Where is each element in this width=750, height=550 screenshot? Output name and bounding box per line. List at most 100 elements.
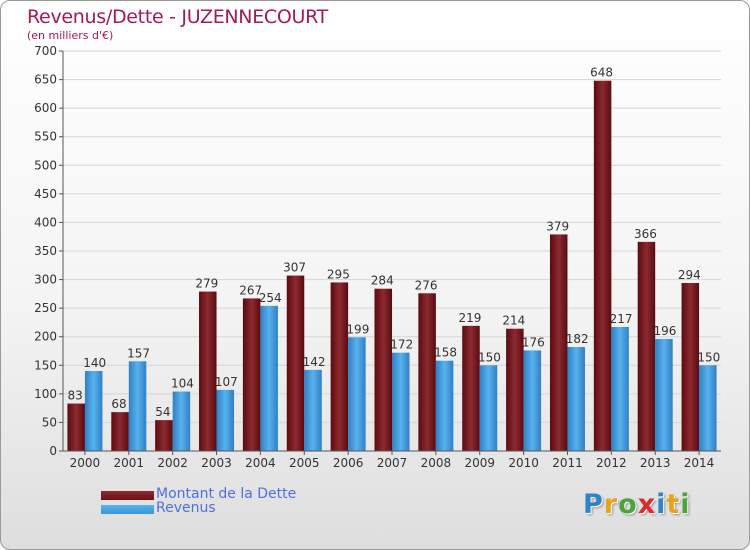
data-label-dette: 68	[111, 397, 126, 411]
y-tick-label: 600	[34, 101, 57, 115]
data-label-dette: 219	[459, 311, 482, 325]
bar-revenus	[523, 350, 542, 451]
data-label-revenus: 172	[390, 338, 413, 352]
bar-dette	[593, 80, 612, 451]
x-tick-label: 2003	[201, 456, 232, 470]
data-label-dette: 54	[155, 405, 170, 419]
logo-letter: i	[656, 489, 667, 520]
data-label-dette: 379	[546, 219, 569, 233]
data-label-dette: 279	[195, 277, 218, 291]
legend-label-debt: Montant de la Dette	[156, 486, 297, 502]
data-label-revenus: 150	[697, 350, 720, 364]
x-tick-label: 2000	[70, 456, 101, 470]
y-tick-label: 450	[34, 187, 57, 201]
bar-revenus	[611, 327, 629, 451]
logo-letter: i	[680, 489, 691, 520]
bar-dette	[286, 275, 305, 451]
y-tick-label: 650	[34, 73, 57, 87]
bar-dette	[681, 283, 700, 451]
bar-revenus	[699, 365, 717, 451]
bar-revenus	[479, 365, 498, 451]
x-tick-label: 2004	[245, 456, 276, 470]
x-tick-label: 2007	[377, 456, 408, 470]
x-tick-label: 2001	[114, 456, 145, 470]
x-tick-label: 2013	[640, 456, 671, 470]
y-tick-label: 700	[34, 44, 57, 58]
bar-dette	[549, 234, 568, 451]
bar-revenus	[216, 389, 235, 451]
legend-swatch-revenus	[101, 505, 154, 514]
y-tick-label: 400	[34, 215, 57, 229]
x-tick-label: 2006	[333, 456, 364, 470]
bar-revenus	[567, 347, 585, 451]
x-tick-label: 2009	[464, 456, 495, 470]
y-tick-label: 550	[34, 130, 57, 144]
y-tick-label: 500	[34, 158, 57, 172]
x-tick-label: 2011	[552, 456, 583, 470]
x-tick-label: 2014	[684, 456, 715, 470]
y-tick-label: 350	[34, 244, 57, 258]
y-tick-label: 250	[34, 301, 57, 315]
data-label-revenus: 150	[478, 350, 501, 364]
data-label-revenus: 104	[171, 377, 194, 391]
data-label-revenus: 182	[566, 332, 589, 346]
bar-dette	[637, 241, 656, 451]
y-tick-label: 300	[34, 273, 57, 287]
chart-subtitle: (en milliers d'€)	[27, 29, 114, 42]
data-label-revenus: 217	[610, 312, 633, 326]
bar-revenus	[128, 361, 147, 451]
x-tick-label: 2012	[596, 456, 627, 470]
logo-letter: r	[603, 489, 619, 520]
data-label-revenus: 176	[522, 335, 545, 349]
data-label-revenus: 107	[215, 375, 238, 389]
x-axis-ticks: 2000 2001 2002 2003 2004 2005 2006 2007 2008 2009…	[70, 451, 715, 470]
data-label-revenus: 140	[83, 356, 106, 370]
y-tick-label: 100	[34, 387, 57, 401]
bar-dette	[155, 420, 173, 451]
bar-dette	[330, 282, 349, 451]
bar-dette	[374, 288, 392, 451]
x-tick-label: 2010	[508, 456, 539, 470]
x-tick-label: 2002	[157, 456, 188, 470]
data-label-dette: 307	[283, 261, 306, 275]
bar-dette	[418, 293, 436, 451]
bar-dette	[67, 403, 85, 451]
y-axis-ticks: 0 50 100 150 200 250 300 350 400 450 500 550 600 650 7…	[34, 44, 63, 458]
bar-revenus	[435, 360, 454, 451]
logo-letter: x	[637, 489, 657, 520]
proxiti-logo: Proxiti	[583, 489, 691, 520]
bar-dette	[111, 412, 129, 451]
data-label-revenus: 157	[127, 346, 150, 360]
data-label-revenus: 254	[259, 291, 282, 305]
data-label-dette: 648	[590, 66, 613, 80]
data-label-dette: 214	[502, 314, 525, 328]
bars	[67, 80, 717, 451]
bar-revenus	[348, 337, 366, 451]
y-tick-label: 150	[34, 358, 57, 372]
bar-revenus	[304, 369, 322, 451]
data-label-dette: 276	[415, 278, 438, 292]
legend-label-revenus: Revenus	[156, 500, 216, 516]
data-label-dette: 284	[371, 274, 394, 288]
data-label-dette: 83	[68, 389, 83, 403]
chart-title: Revenus/Dette - JUZENNECOURT	[27, 6, 328, 28]
data-label-revenus: 196	[653, 324, 676, 338]
logo-letter: t	[666, 489, 681, 520]
y-tick-label: 0	[49, 444, 57, 458]
bar-dette	[462, 325, 480, 451]
x-tick-label: 2005	[289, 456, 320, 470]
data-label-dette: 366	[634, 227, 657, 241]
data-label-revenus: 199	[346, 322, 369, 336]
logo-letter: P	[583, 489, 604, 520]
axes	[62, 51, 721, 452]
bar-revenus	[655, 339, 673, 451]
bar-dette	[199, 291, 217, 451]
bar-dette	[242, 298, 261, 451]
data-label-revenus: 158	[434, 346, 457, 360]
bar-dette	[506, 328, 524, 451]
logo-letter: o	[618, 489, 638, 520]
y-tick-label: 200	[34, 330, 57, 344]
